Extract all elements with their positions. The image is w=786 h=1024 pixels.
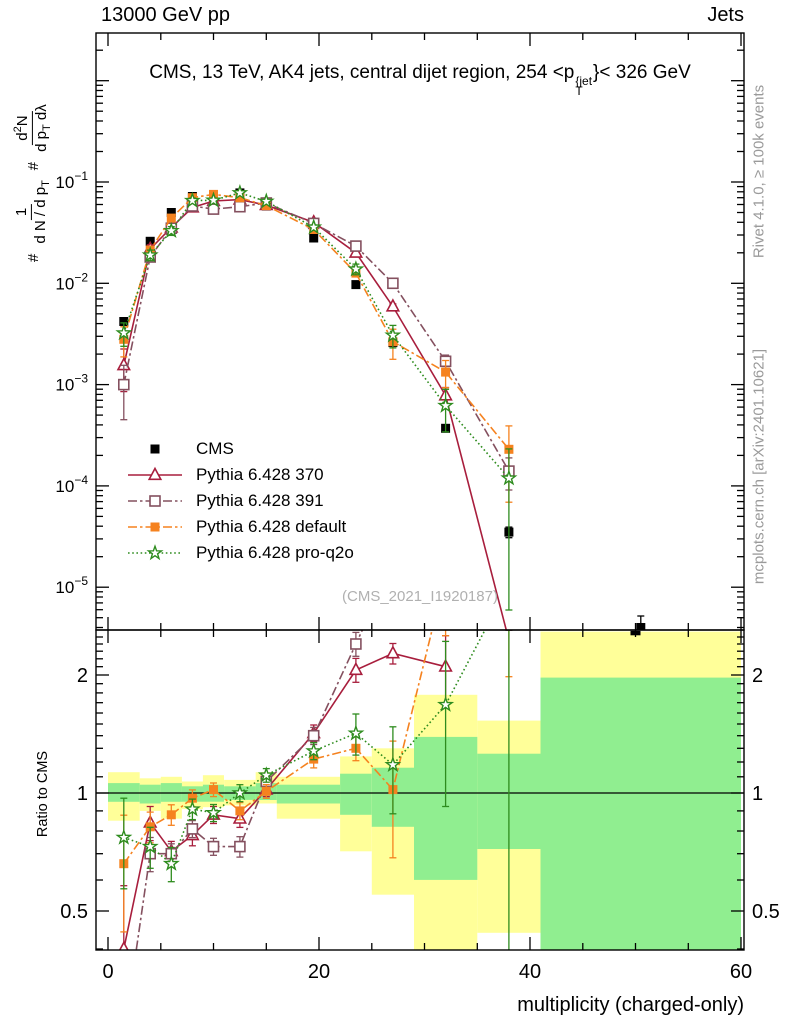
pt-jet-supsub: {jet T	[575, 74, 593, 98]
ratio-y-axis-label: Ratio to CMS	[35, 750, 51, 838]
ratio-y-tick-label-right: 0.5	[752, 901, 780, 923]
legend-marker-sample	[128, 466, 182, 481]
ratio-panel-series	[115, 630, 513, 950]
legend-label: Pythia 6.428 default	[196, 517, 347, 536]
plot-title-text-end: }< 326 GeV	[593, 62, 691, 83]
pt-superscript: {jet	[575, 74, 593, 88]
inner-uncertainty-band	[276, 784, 341, 804]
axis-ticks	[96, 33, 744, 950]
ratio-y-tick-label: 0.5	[60, 901, 88, 923]
x-tick-label: 40	[519, 961, 541, 983]
ratio-y-tick-label-right: 1	[752, 783, 763, 805]
x-tick-label: 20	[308, 961, 330, 983]
legend-marker-sample	[128, 495, 182, 507]
legend-item: Pythia 6.428 default	[126, 514, 354, 540]
legend-label: Pythia 6.428 370	[196, 465, 324, 484]
fraction-one-over-dndpt: 1 d N / d pT	[12, 180, 52, 244]
legend-item: Pythia 6.428 370	[126, 462, 354, 488]
inner-uncertainty-band	[139, 784, 161, 804]
hash-symbol: #	[24, 253, 42, 262]
mcplots-citation-label: mcplots.cern.ch [arXiv:2401.10621]	[750, 348, 768, 585]
main-panel-series	[115, 183, 646, 630]
plot-title: CMS, 13 TeV, AK4 jets, central dijet reg…	[96, 62, 744, 98]
legend-item: CMS	[126, 436, 354, 462]
pt-subscript: T	[575, 84, 583, 98]
legend-item: Pythia 6.428 pro-q2o	[126, 540, 354, 566]
ratio-panel-frame	[95, 629, 745, 951]
plot-title-text: CMS, 13 TeV, AK4 jets, central dijet reg…	[149, 62, 575, 83]
inner-uncertainty-band	[340, 773, 372, 815]
ratio-y-tick-label-right: 2	[752, 665, 763, 687]
main-y-tick-label: 10−4	[55, 473, 88, 496]
legend-label: Pythia 6.428 pro-q2o	[196, 543, 354, 562]
rivet-version-label: Rivet 4.1.0, ≥ 100k events	[750, 84, 768, 259]
legend-marker-sample	[150, 444, 160, 454]
beam-energy-label: 13000 GeV pp	[101, 4, 230, 26]
analysis-group-label: Jets	[707, 4, 744, 26]
ratio-y-tick-label: 2	[77, 665, 88, 687]
x-tick-label: 60	[730, 961, 752, 983]
x-axis-label: multiplicity (charged-only)	[517, 994, 744, 1016]
main-y-tick-label: 10−1	[55, 169, 88, 192]
main-y-tick-label: 10−5	[55, 574, 88, 597]
main-y-tick-label: 10−2	[55, 270, 88, 293]
legend-marker-sample	[128, 544, 182, 561]
x-tick-label: 0	[102, 961, 113, 983]
legend: CMS Pythia 6.428 370 Pythia 6.428 391 Pythi…	[126, 436, 354, 566]
ratio-bands	[108, 631, 741, 950]
legend-label: Pythia 6.428 391	[196, 491, 324, 510]
ratio-y-tick-label: 1	[77, 783, 88, 805]
legend-marker-sample	[128, 522, 182, 532]
fraction-d2n: d2N d pT dλ	[11, 104, 53, 152]
legend-label: CMS	[196, 439, 234, 458]
inner-uncertainty-band	[540, 677, 741, 950]
hash-symbol: #	[24, 161, 42, 171]
legend-item: Pythia 6.428 391	[126, 488, 354, 514]
analysis-id-watermark: (CMS_2021_I1920187)	[342, 588, 498, 605]
main-y-tick-label: 10−3	[55, 372, 88, 395]
main-y-axis-label: # 1 d N / d pT # d2N d pT dλ	[11, 28, 54, 338]
